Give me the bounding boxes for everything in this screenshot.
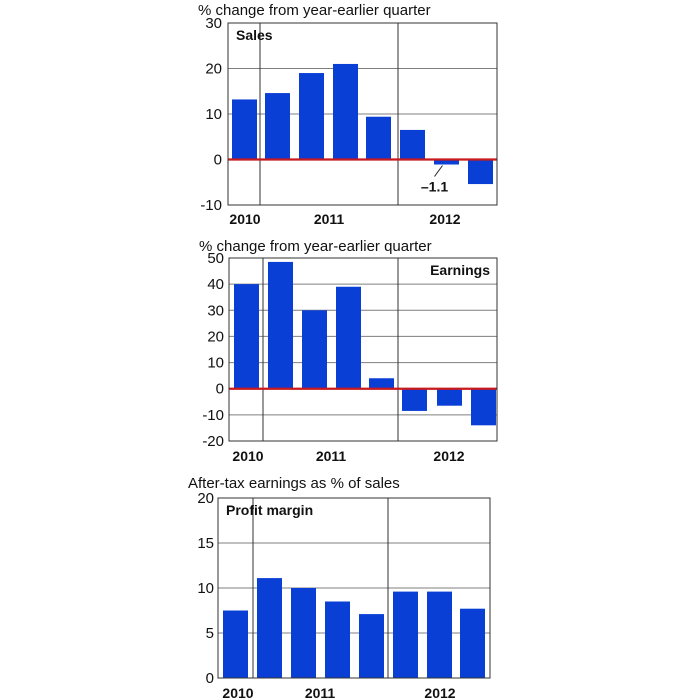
bar [393,591,418,678]
bar [268,261,293,389]
y-tick-label: -20 [202,433,224,450]
chart-heading: After-tax earnings as % of sales [188,475,400,492]
y-tick-label: 40 [207,276,224,293]
year-label: 2012 [429,211,460,227]
plot-frame [228,257,498,442]
y-tick-label: 20 [205,61,222,78]
bar [302,310,327,389]
bar [471,388,496,426]
y-tick-label: 20 [197,490,214,507]
chart-title: Profit margin [226,502,313,518]
bar [232,99,257,160]
year-label: 2010 [229,211,260,227]
chart-heading: % change from year-earlier quarter [199,238,432,255]
y-tick-label: 20 [207,328,224,345]
bar [333,63,358,160]
bar [265,93,290,160]
chart-title: Sales [236,27,273,43]
y-tick-label: 30 [205,15,222,32]
bar [325,601,350,678]
year-label: 2011 [305,685,336,700]
chart-title: Earnings [430,262,490,278]
year-label: 2012 [424,685,455,700]
bar [369,378,394,389]
year-label: 2012 [433,448,464,464]
year-label: 2010 [232,448,263,464]
bar [434,159,459,165]
year-label: 2011 [314,211,345,227]
y-tick-label: 5 [206,625,214,642]
y-tick-label: 30 [207,302,224,319]
chart-heading: % change from year-earlier quarter [198,2,431,19]
plot-frame [217,497,491,679]
y-tick-label: 0 [214,152,222,169]
bar [366,116,391,160]
annotation-label: –1.1 [421,179,448,195]
y-tick-label: 0 [216,381,224,398]
bar [291,588,316,678]
y-tick-label: -10 [202,407,224,424]
bar [223,610,248,678]
y-tick-label: 15 [197,535,214,552]
y-tick-label: 0 [206,670,214,687]
y-tick-label: 10 [207,355,224,372]
y-tick-label: 50 [207,250,224,267]
y-tick-label: 10 [205,106,222,123]
bar [299,73,324,160]
bar [402,388,427,411]
bar [400,129,425,160]
bar [359,614,384,678]
bar [234,284,259,389]
bar [427,591,452,678]
bar [460,608,485,678]
bar [257,578,282,678]
bar [468,159,493,185]
year-label: 2011 [316,448,347,464]
y-tick-label: 10 [197,580,214,597]
bar [437,388,462,406]
plot-frame [227,22,498,206]
bar [336,286,361,389]
annotation-leader [434,165,443,177]
y-tick-label: -10 [200,197,222,214]
year-label: 2010 [222,685,253,700]
